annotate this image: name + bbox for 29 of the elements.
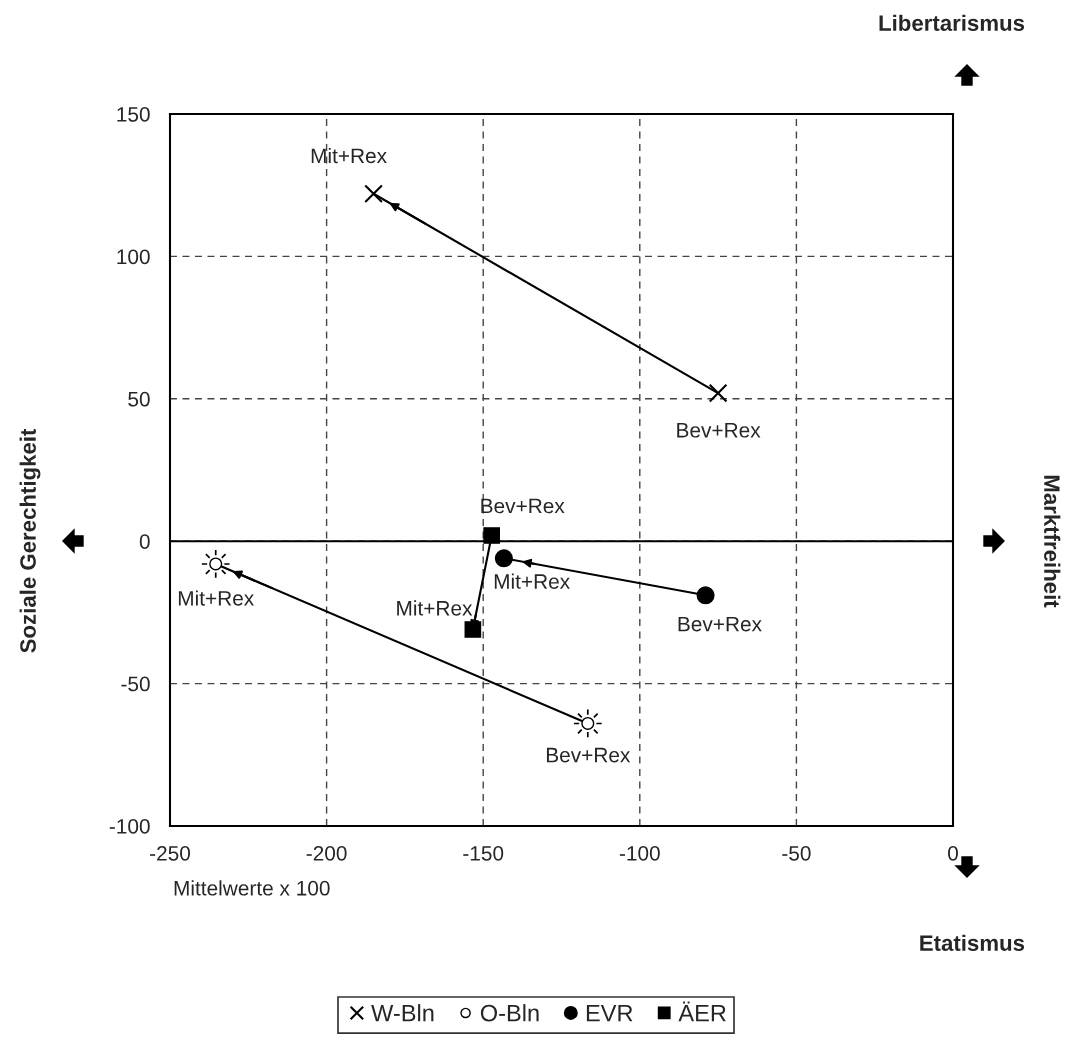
legend-label: EVR xyxy=(586,1004,633,1022)
data-label: Bev+Rex xyxy=(481,498,565,514)
legend-label: ÄER xyxy=(678,1001,726,1022)
x-tick-label: -200 xyxy=(306,845,347,861)
data-label: Mit+Rex xyxy=(178,590,254,606)
text: Mittelwerte x 100 xyxy=(174,880,330,896)
x-tick-label: -100 xyxy=(619,845,660,861)
legend-label: O-Bln xyxy=(480,1004,539,1022)
x-tick-label: -50 xyxy=(782,845,811,861)
x-tick-label: 0 xyxy=(948,845,958,861)
y2-axis-title: Marktfreiheit xyxy=(1044,475,1061,608)
y-tick-label: 100 xyxy=(117,249,150,265)
data-label: Bev+Rex xyxy=(678,616,762,632)
y-tick-label: 50 xyxy=(128,391,150,407)
data-label: Bev+Rex xyxy=(677,423,761,438)
y-tick-label: 0 xyxy=(139,534,150,549)
text: Etatismus xyxy=(920,934,1025,951)
x-tick-label: -250 xyxy=(150,845,191,861)
data-label: Mit+Rex xyxy=(494,573,570,589)
y-axis-title: Soziale Gerechtigkeit xyxy=(19,428,41,653)
legend-label: W-Bln xyxy=(371,1004,434,1022)
data-label: Bev+Rex xyxy=(546,747,631,763)
x-tick-label: -150 xyxy=(463,845,504,861)
data-label: Mit+Rex xyxy=(397,600,473,616)
y-tick-label: 150 xyxy=(117,107,150,122)
y-tick-label: -100 xyxy=(109,819,150,834)
data-label: Mit+Rex xyxy=(311,147,387,164)
y-tick-label: -50 xyxy=(121,676,150,692)
text: Libertarismus xyxy=(879,14,1025,31)
